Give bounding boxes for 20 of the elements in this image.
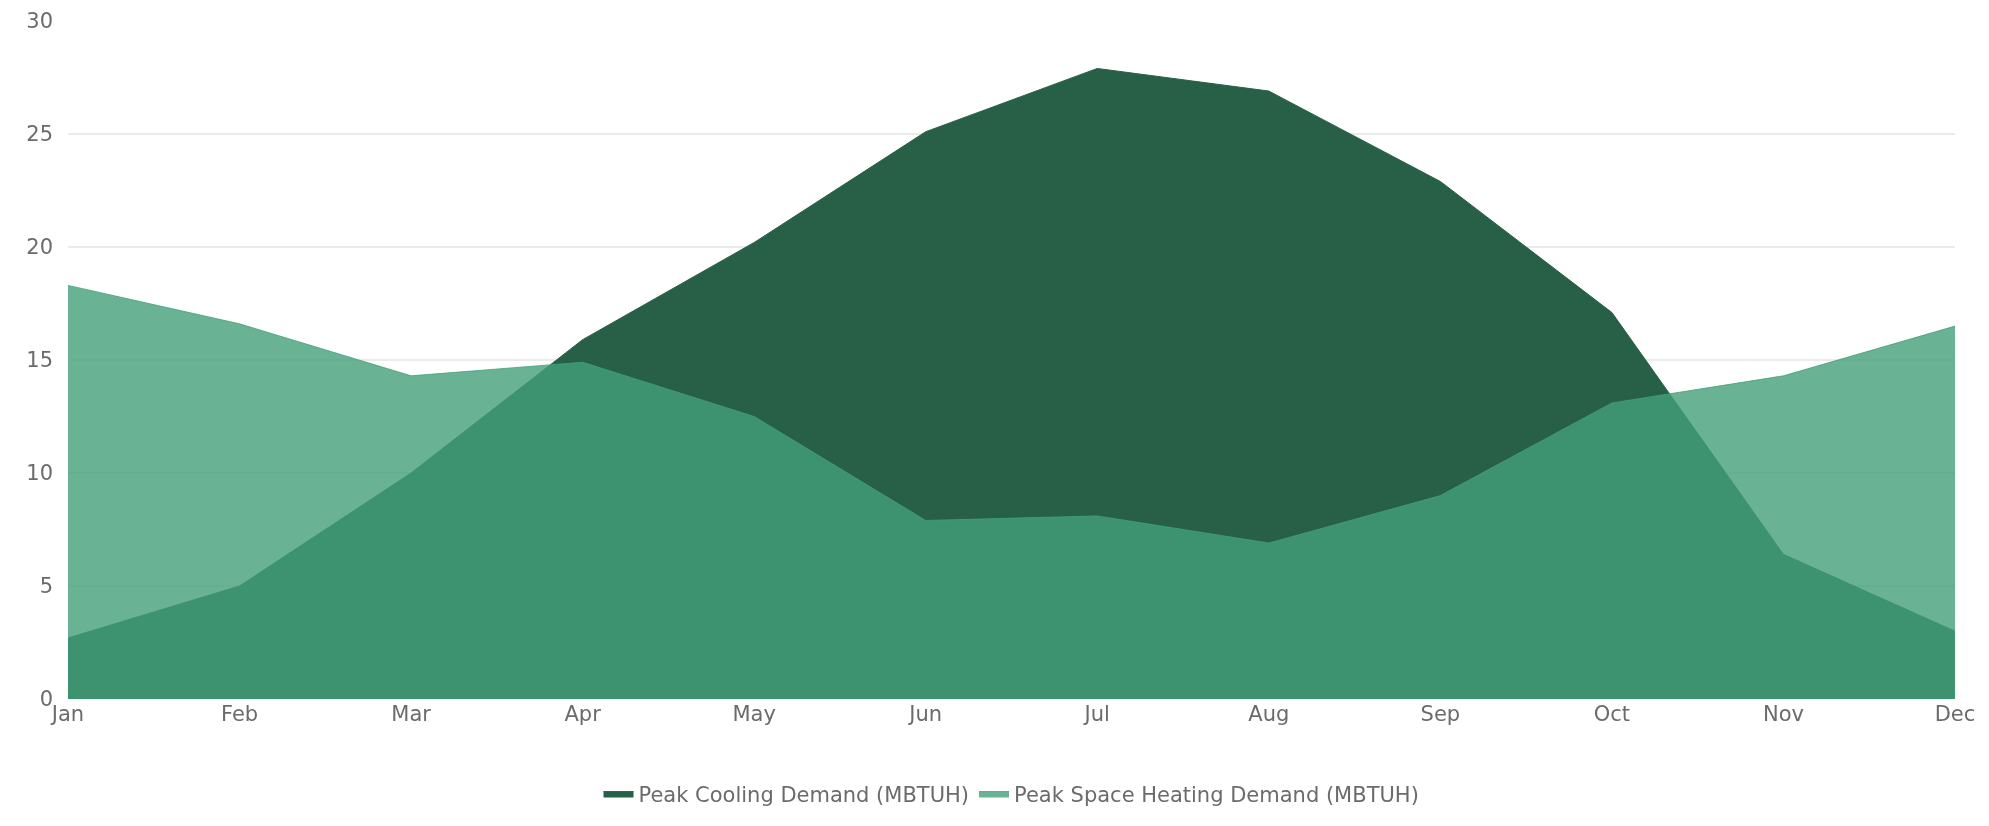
legend-label: Peak Cooling Demand (MBTUH) [638, 782, 970, 807]
x-tick-label: Jun [907, 702, 943, 726]
y-tick-label: 0 [39, 687, 53, 712]
x-tick-label: May [732, 702, 776, 726]
x-tick-label: Oct [1593, 702, 1631, 726]
x-tick-label: Nov [1762, 702, 1804, 726]
y-tick-label: 15 [26, 348, 53, 373]
x-tick-label: Mar [391, 702, 432, 726]
x-tick-label: Feb [220, 702, 259, 726]
y-tick-label: 20 [26, 235, 53, 260]
x-tick-label: Apr [564, 702, 602, 726]
legend-label: Peak Space Heating Demand (MBTUH) [1014, 782, 1419, 807]
y-tick-label: 25 [26, 122, 53, 147]
y-tick-label: 10 [26, 461, 53, 486]
x-tick-label: Jul [1082, 702, 1110, 726]
y-tick-label: 30 [26, 9, 53, 34]
y-tick-label: 5 [39, 574, 53, 599]
x-tick-label: Aug [1248, 702, 1290, 726]
x-tick-label: Dec [1934, 702, 1976, 726]
x-tick-label: Sep [1420, 702, 1461, 726]
